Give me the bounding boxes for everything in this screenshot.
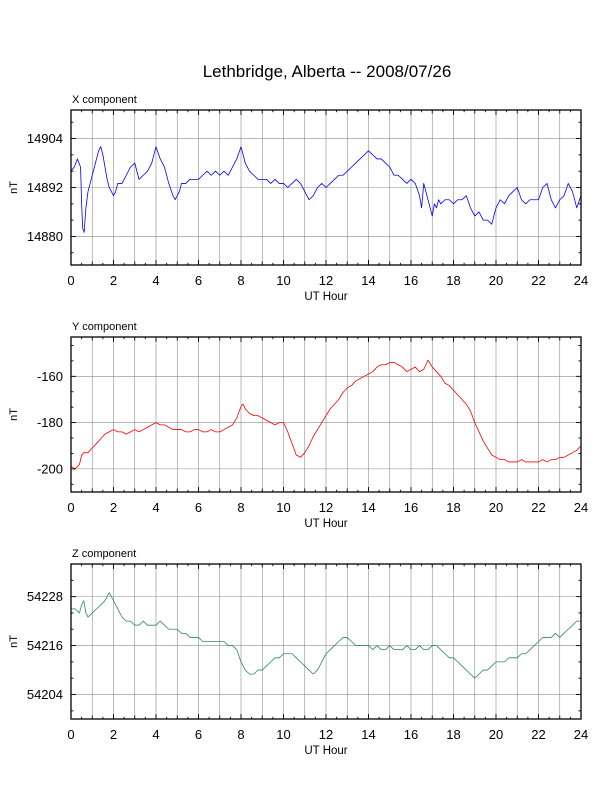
y-component-x-tick-label: 2 <box>110 500 117 515</box>
y-component-y-tick-label: -160 <box>37 369 63 384</box>
x-component-series-line <box>70 146 582 233</box>
z-component-y-tick-label: 54228 <box>27 589 63 604</box>
x-component-x-tick-label: 14 <box>361 273 375 288</box>
x-component-x-tick-label: 24 <box>574 273 588 288</box>
figure-title: Lethbridge, Alberta -- 2008/07/26 <box>203 62 452 81</box>
y-component-x-tick-label: 8 <box>237 500 244 515</box>
y-component-x-tick-label: 14 <box>361 500 375 515</box>
x-component-y-axis <box>71 121 581 254</box>
x-component-y-tick-label: 14904 <box>27 131 63 146</box>
x-component-x-tick-label: 16 <box>404 273 418 288</box>
y-component-x-axis <box>70 337 582 492</box>
z-component-x-tick-label: 2 <box>110 727 117 742</box>
x-component-x-axis-label: UT Hour <box>304 291 347 303</box>
y-component-x-tick-label: 0 <box>67 500 74 515</box>
x-component-y-axis-label: nT <box>8 181 20 194</box>
z-component-label: Z component <box>72 548 136 560</box>
z-component-x-tick-label: 16 <box>404 727 418 742</box>
y-component-x-tick-label: 22 <box>531 500 545 515</box>
y-component-x-tick-label: 6 <box>195 500 202 515</box>
z-component-x-tick-label: 18 <box>446 727 460 742</box>
x-component-label: X component <box>72 94 137 106</box>
y-component-x-axis-label: UT Hour <box>304 518 347 530</box>
y-component-x-tick-label: 18 <box>446 500 460 515</box>
y-component-x-tick-label: 24 <box>574 500 588 515</box>
x-component-x-tick-label: 12 <box>319 273 333 288</box>
x-component-x-tick-label: 22 <box>531 273 545 288</box>
y-component-x-tick-label: 16 <box>404 500 418 515</box>
x-component-x-tick-label: 4 <box>152 273 159 288</box>
z-component-y-tick-label: 54216 <box>27 638 63 653</box>
z-component-x-tick-label: 4 <box>152 727 159 742</box>
y-component-y-tick-label: -200 <box>37 461 63 476</box>
z-component-x-tick-label: 24 <box>574 727 588 742</box>
x-component-x-tick-label: 6 <box>195 273 202 288</box>
x-component-x-axis <box>70 110 582 265</box>
y-component-y-axis-label: nT <box>8 408 20 421</box>
y-component-x-tick-label: 20 <box>489 500 503 515</box>
z-component-y-axis-label: nT <box>8 635 20 648</box>
y-component-series-line <box>70 359 582 470</box>
z-component-x-axis <box>70 564 582 719</box>
y-component-x-tick-label: 10 <box>276 500 290 515</box>
z-component-y-axis <box>71 563 581 712</box>
y-component-x-tick-label: 4 <box>152 500 159 515</box>
z-component-x-tick-label: 10 <box>276 727 290 742</box>
z-component-x-axis-label: UT Hour <box>304 745 347 757</box>
z-component-grid <box>71 564 581 719</box>
x-component-x-tick-label: 8 <box>237 273 244 288</box>
z-component-series-line <box>71 592 581 679</box>
z-component-x-tick-label: 0 <box>67 727 74 742</box>
z-component-x-tick-label: 22 <box>531 727 545 742</box>
z-component-x-tick-label: 6 <box>195 727 202 742</box>
y-component-label: Y component <box>72 321 137 333</box>
x-component-x-tick-label: 20 <box>489 273 503 288</box>
x-component-x-tick-label: 10 <box>276 273 290 288</box>
z-component-x-tick-label: 12 <box>319 727 333 742</box>
y-component-grid <box>71 337 581 492</box>
x-component-y-tick-label: 14880 <box>27 229 63 244</box>
z-component-x-tick-label: 8 <box>237 727 244 742</box>
z-component-x-tick-label: 20 <box>489 727 503 742</box>
y-component-x-tick-label: 12 <box>319 500 333 515</box>
x-component-x-tick-label: 18 <box>446 273 460 288</box>
z-component-x-tick-label: 14 <box>361 727 375 742</box>
x-component-x-tick-label: 0 <box>67 273 74 288</box>
x-component-x-tick-label: 2 <box>110 273 117 288</box>
x-component-y-tick-label: 14892 <box>27 180 63 195</box>
y-component-y-tick-label: -180 <box>37 415 63 430</box>
z-component-y-tick-label: 54204 <box>27 687 63 702</box>
y-component-y-axis <box>71 345 581 485</box>
